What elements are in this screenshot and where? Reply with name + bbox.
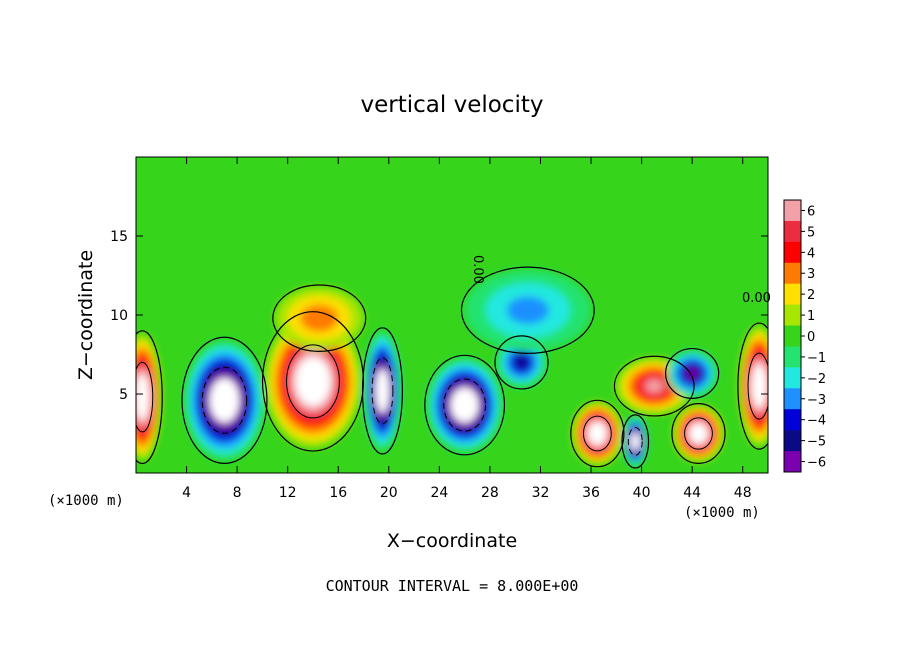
colorbar-label: 2 — [807, 288, 815, 303]
zero-contour — [570, 399, 625, 468]
x-tick-label: 40 — [633, 485, 651, 501]
x-tick-label: 12 — [279, 485, 297, 501]
x-tick-label: 24 — [430, 485, 448, 501]
x-tick-label: 16 — [329, 485, 347, 501]
inner-contour — [443, 378, 486, 432]
x-tick-label: 28 — [481, 485, 499, 501]
x-tick-label: 8 — [233, 485, 242, 501]
contour-label: 0.00 — [742, 291, 771, 306]
inner-contour — [684, 417, 713, 450]
inner-contour — [201, 366, 248, 434]
colorbar-swatch — [784, 430, 801, 452]
plot-area — [136, 157, 768, 473]
colorbar-swatch — [784, 220, 801, 243]
x-tick-label: 48 — [734, 485, 752, 501]
zero-contour — [460, 266, 595, 354]
colorbar-label: −5 — [807, 435, 826, 450]
colorbar-label: −4 — [807, 414, 826, 429]
field-updraft-level — [136, 373, 150, 421]
colorbar-swatch — [784, 367, 801, 389]
colorbar-swatch — [784, 409, 801, 431]
x-tick-label: 4 — [182, 485, 191, 501]
x-axis: 4 8 12 16 20 24 28 32 36 40 44 48 — [182, 157, 752, 501]
zero-contour — [737, 322, 768, 450]
inner-contour — [582, 415, 612, 452]
x-unit-right: (×1000 m) — [684, 505, 760, 521]
colorbar-swatch — [784, 325, 801, 347]
zero-contour — [671, 403, 726, 464]
y-tick-label: 5 — [119, 387, 128, 403]
contour-interval-note: CONTOUR INTERVAL = 8.000E+00 — [326, 577, 579, 595]
colorbar-swatch — [784, 241, 801, 264]
inner-contour — [627, 426, 643, 456]
contour-lines — [136, 266, 768, 469]
field-downdraft-level — [450, 387, 479, 423]
y-tick-label: 10 — [110, 308, 128, 324]
inner-contour — [136, 361, 154, 433]
velocity-field — [136, 269, 768, 467]
colorbar: 6 5 4 3 2 1 0 −1 −2 −3 −4 −5 −6 — [783, 199, 826, 473]
inner-contour — [371, 357, 394, 425]
zero-contour — [665, 347, 720, 399]
colorbar-label: 0 — [807, 330, 815, 345]
zero-contour — [272, 284, 367, 352]
field-downdraft-level — [514, 355, 529, 370]
x-unit-left: (×1000 m) — [48, 493, 124, 509]
zero-contour — [424, 354, 506, 456]
colorbar-swatch — [784, 200, 801, 222]
contour-label: 0.00 — [470, 255, 485, 284]
inner-contour — [286, 344, 340, 419]
colorbar-label: −2 — [807, 372, 826, 387]
y-axis-label: Z−coordinate — [75, 250, 97, 380]
colorbar-swatch — [784, 283, 801, 306]
field-updraft-level — [751, 363, 767, 409]
field-updraft-level — [300, 304, 339, 332]
x-tick-label: 44 — [683, 485, 701, 501]
colorbar-label: 3 — [807, 267, 815, 282]
colorbar-label: −3 — [807, 393, 826, 408]
field-downdraft-level — [506, 296, 549, 324]
zero-contour — [181, 336, 268, 464]
y-axis: 5 10 15 — [110, 229, 768, 403]
inner-contour — [747, 352, 768, 420]
contour-labels: 0.00 0.00 — [470, 255, 771, 306]
colorbar-swatch — [784, 304, 801, 327]
colorbar-label: −1 — [807, 351, 826, 366]
zero-contour — [136, 330, 163, 465]
zero-contour — [621, 414, 650, 469]
x-axis-label: X−coordinate — [387, 530, 517, 552]
field-updraft-level — [295, 356, 331, 406]
colorbar-swatch — [784, 262, 801, 285]
colorbar-label: 1 — [807, 309, 815, 324]
colorbar-label: −6 — [807, 456, 826, 471]
chart-title: vertical velocity — [361, 92, 544, 118]
zero-contour — [494, 335, 549, 390]
colorbar-swatch — [784, 388, 801, 410]
field-downdraft-level — [375, 368, 390, 413]
y-tick-label: 15 — [110, 229, 128, 245]
zero-contour — [261, 311, 364, 452]
x-tick-label: 36 — [582, 485, 600, 501]
colorbar-label: 4 — [807, 246, 815, 261]
field-updraft-level — [689, 423, 708, 444]
zero-contour — [361, 327, 403, 455]
colorbar-swatch — [784, 451, 801, 473]
field-downdraft-level — [630, 432, 640, 451]
field-downdraft-level — [209, 378, 240, 423]
colorbar-label: 6 — [807, 204, 815, 219]
field-updraft-level — [588, 421, 607, 446]
colorbar-label: 5 — [807, 225, 815, 240]
zero-contour — [613, 355, 695, 417]
x-tick-label: 20 — [380, 485, 398, 501]
field-updraft-level — [645, 379, 663, 393]
x-tick-label: 32 — [532, 485, 550, 501]
colorbar-swatch — [784, 346, 801, 368]
